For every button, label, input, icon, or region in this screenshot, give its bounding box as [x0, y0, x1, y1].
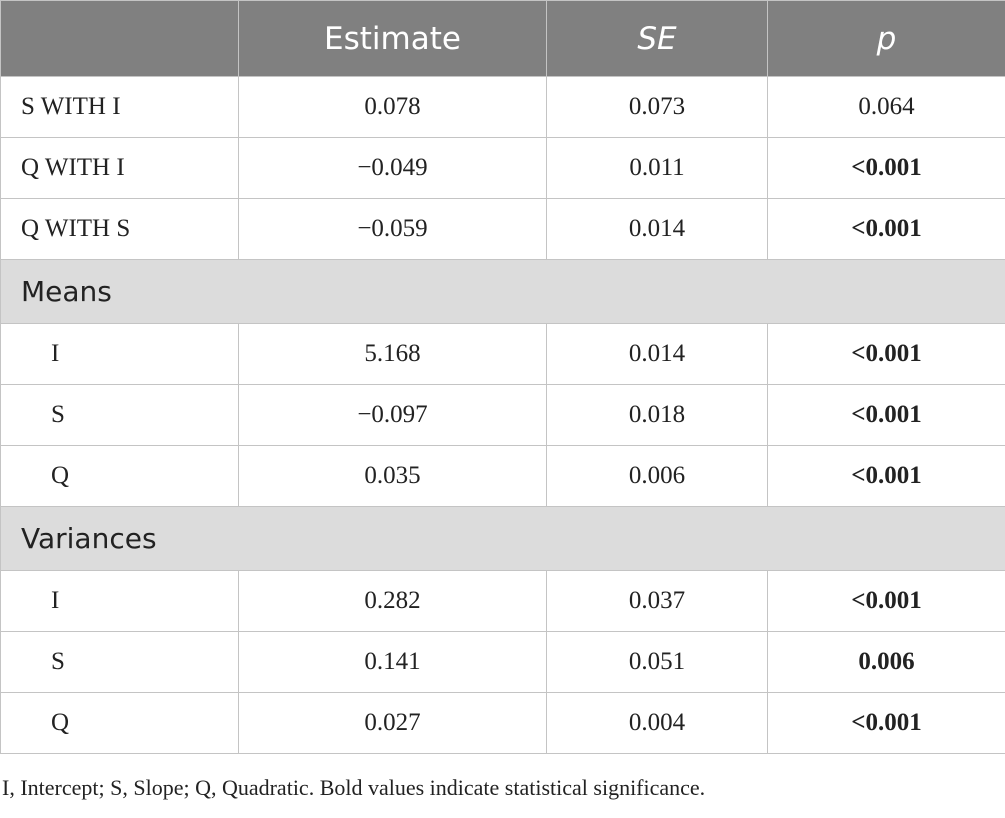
se-cell: 0.006: [546, 445, 768, 507]
p-cell: <0.001: [767, 384, 1005, 446]
estimate-cell: 0.141: [238, 631, 547, 693]
header-p: p: [767, 0, 1005, 77]
se-cell: 0.037: [546, 570, 768, 632]
table-row: S 0.141 0.051 0.006: [0, 631, 1005, 693]
p-cell: <0.001: [767, 137, 1005, 199]
table-row: Q 0.035 0.006 <0.001: [0, 445, 1005, 507]
estimate-cell: −0.059: [238, 198, 547, 260]
p-cell: <0.001: [767, 198, 1005, 260]
header-row: Estimate SE p: [0, 0, 1005, 77]
estimate-cell: −0.049: [238, 137, 547, 199]
table-footnote: I, Intercept; S, Slope; Q, Quadratic. Bo…: [2, 775, 706, 800]
estimate-cell: 0.035: [238, 445, 547, 507]
row-label: I: [0, 570, 239, 632]
section-row-means: Means: [0, 259, 1005, 324]
p-cell: 0.006: [767, 631, 1005, 693]
p-cell: <0.001: [767, 323, 1005, 385]
row-label: Q: [0, 692, 239, 754]
estimate-cell: 5.168: [238, 323, 547, 385]
estimate-cell: 0.078: [238, 76, 547, 138]
header-se: SE: [546, 0, 768, 77]
se-cell: 0.073: [546, 76, 768, 138]
row-label: Q WITH S: [0, 198, 239, 260]
header-estimate: Estimate: [238, 0, 547, 77]
row-label: Q WITH I: [0, 137, 239, 199]
se-cell: 0.004: [546, 692, 768, 754]
table-row: Q 0.027 0.004 <0.001: [0, 692, 1005, 754]
row-label: S: [0, 631, 239, 693]
results-table: Estimate SE p S WITH I 0.078 0.073 0.064…: [0, 0, 1005, 754]
table-row: Q WITH I −0.049 0.011 <0.001: [0, 137, 1005, 199]
se-cell: 0.014: [546, 323, 768, 385]
section-title-means: Means: [0, 259, 1005, 324]
se-cell: 0.014: [546, 198, 768, 260]
p-cell: 0.064: [767, 76, 1005, 138]
table-row: I 5.168 0.014 <0.001: [0, 323, 1005, 385]
p-cell: <0.001: [767, 570, 1005, 632]
estimate-cell: 0.027: [238, 692, 547, 754]
table-row: S −0.097 0.018 <0.001: [0, 384, 1005, 446]
row-label: S: [0, 384, 239, 446]
row-label: Q: [0, 445, 239, 507]
section-row-variances: Variances: [0, 506, 1005, 571]
p-cell: <0.001: [767, 445, 1005, 507]
estimate-cell: 0.282: [238, 570, 547, 632]
estimate-cell: −0.097: [238, 384, 547, 446]
section-title-variances: Variances: [0, 506, 1005, 571]
table-row: I 0.282 0.037 <0.001: [0, 570, 1005, 632]
se-cell: 0.018: [546, 384, 768, 446]
row-label: I: [0, 323, 239, 385]
table-row: S WITH I 0.078 0.073 0.064: [0, 76, 1005, 138]
table-row: Q WITH S −0.059 0.014 <0.001: [0, 198, 1005, 260]
se-cell: 0.051: [546, 631, 768, 693]
p-cell: <0.001: [767, 692, 1005, 754]
row-label: S WITH I: [0, 76, 239, 138]
header-empty: [0, 0, 239, 77]
se-cell: 0.011: [546, 137, 768, 199]
